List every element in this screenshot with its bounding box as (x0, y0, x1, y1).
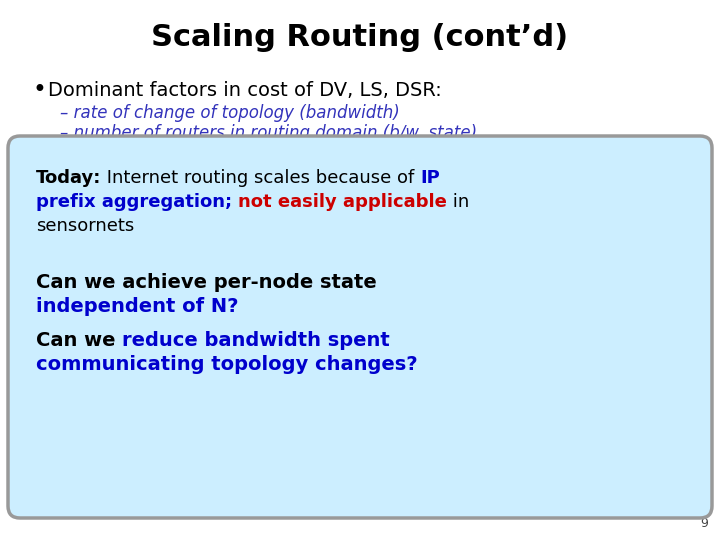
Text: Scaling Routing (cont’d): Scaling Routing (cont’d) (151, 24, 569, 52)
Text: in: in (447, 193, 469, 211)
Text: reduce bandwidth spent: reduce bandwidth spent (122, 330, 390, 349)
Text: Can we achieve per-node state: Can we achieve per-node state (36, 273, 377, 292)
Text: Can we: Can we (36, 330, 122, 349)
Text: •: • (32, 78, 46, 102)
Text: not easily applicable: not easily applicable (238, 193, 447, 211)
FancyBboxPatch shape (8, 136, 712, 518)
Text: Today:: Today: (36, 169, 102, 187)
Text: 9: 9 (700, 517, 708, 530)
Text: prefix aggregation;: prefix aggregation; (36, 193, 238, 211)
Text: IP: IP (420, 169, 440, 187)
Text: Dominant factors in cost of DV, LS, DSR:: Dominant factors in cost of DV, LS, DSR: (48, 80, 442, 99)
Text: Internet routing scales because of: Internet routing scales because of (102, 169, 420, 187)
Text: communicating topology changes?: communicating topology changes? (36, 354, 418, 374)
Text: – number of routers in routing domain (b/w, state): – number of routers in routing domain (b… (60, 124, 477, 142)
Text: – rate of change of topology (bandwidth): – rate of change of topology (bandwidth) (60, 104, 400, 122)
Text: independent of N?: independent of N? (36, 296, 238, 315)
Text: sensornets: sensornets (36, 217, 134, 235)
